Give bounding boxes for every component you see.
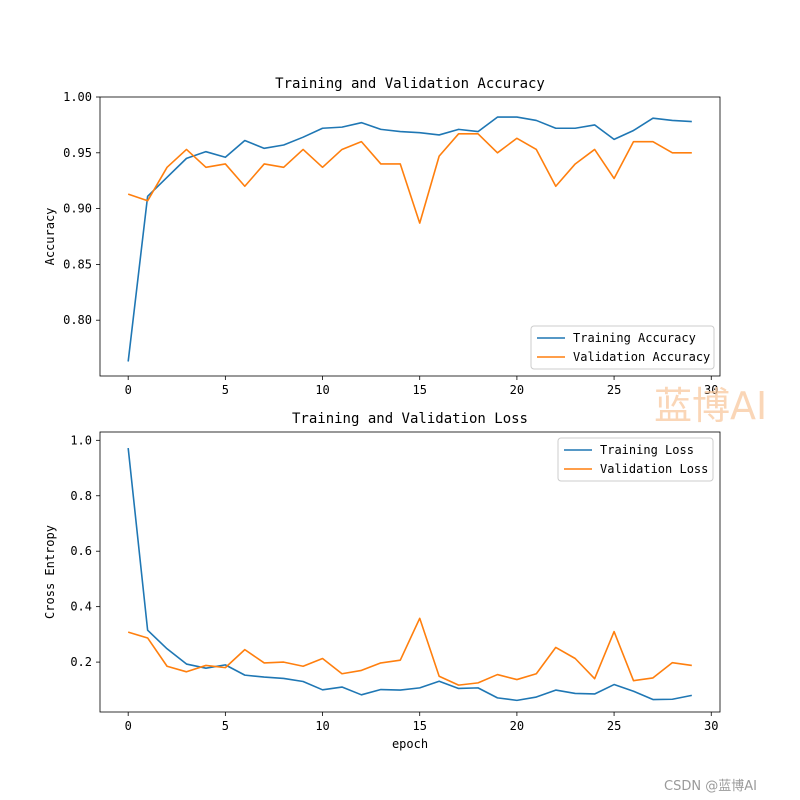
loss-y-tick-label: 0.6	[70, 544, 92, 558]
loss-y-tick-label: 0.4	[70, 600, 92, 614]
acc-x-tick-label: 0	[125, 383, 132, 397]
acc-legend: Training Accuracy Validation Accuracy	[530, 325, 715, 370]
loss-y-axis-title: Cross Entropy	[43, 525, 57, 619]
acc-x-tick-label: 10	[315, 383, 329, 397]
loss-x-tick-label: 15	[412, 719, 426, 733]
loss-x-tick-label: 25	[607, 719, 621, 733]
loss-x-tick-label: 5	[222, 719, 229, 733]
acc-legend-box	[530, 325, 715, 370]
acc-y-axis-title: Accuracy	[43, 208, 57, 266]
acc-x-tick-label: 30	[704, 383, 718, 397]
loss-series-line-training	[127, 447, 692, 702]
loss-plot-frame	[99, 431, 721, 713]
acc-plot-frame	[99, 96, 721, 377]
loss-x-tick-label: 0	[125, 719, 132, 733]
watermark-logo: 蓝博AI	[654, 384, 767, 428]
loss-x-tick-label: 20	[510, 719, 524, 733]
loss-legend: Training Loss Validation Loss	[557, 437, 714, 482]
loss-y-tick-label: 0.8	[70, 489, 92, 503]
accuracy-chart: Training and Validation Accuracy 0 5 10 15 20…	[43, 76, 721, 397]
watermark-footer: CSDN @蓝博AI	[664, 779, 757, 794]
loss-x-tick-label: 10	[315, 719, 329, 733]
acc-y-tick-label: 0.80	[63, 313, 92, 327]
acc-legend-label: Validation Accuracy	[573, 350, 710, 364]
acc-x-tick-label: 25	[607, 383, 621, 397]
loss-legend-label: Validation Loss	[600, 462, 708, 476]
loss-x-tick-label: 30	[704, 719, 718, 733]
acc-y-tick-label: 0.95	[63, 146, 92, 160]
loss-legend-label: Training Loss	[600, 443, 694, 457]
loss-chart: Training and Validation Loss 0 5 10 15 20 25 30…	[43, 411, 721, 751]
loss-x-axis-title: epoch	[392, 737, 428, 751]
acc-x-tick-label: 20	[510, 383, 524, 397]
acc-y-tick-label: 1.00	[63, 90, 92, 104]
acc-series-line-training	[127, 116, 692, 362]
acc-y-tick-label: 0.85	[63, 257, 92, 271]
loss-series-line-validation	[127, 617, 692, 686]
acc-series-line-validation	[127, 133, 692, 224]
acc-x-tick-label: 15	[412, 383, 426, 397]
loss-chart-title: Training and Validation Loss	[292, 411, 528, 427]
acc-legend-label: Training Accuracy	[573, 331, 696, 345]
acc-y-tick-label: 0.90	[63, 202, 92, 216]
acc-x-tick-label: 5	[222, 383, 229, 397]
loss-legend-box	[557, 437, 714, 482]
acc-chart-title: Training and Validation Accuracy	[275, 76, 545, 92]
loss-y-tick-label: 1.0	[70, 433, 92, 447]
loss-y-tick-label: 0.2	[70, 655, 92, 669]
